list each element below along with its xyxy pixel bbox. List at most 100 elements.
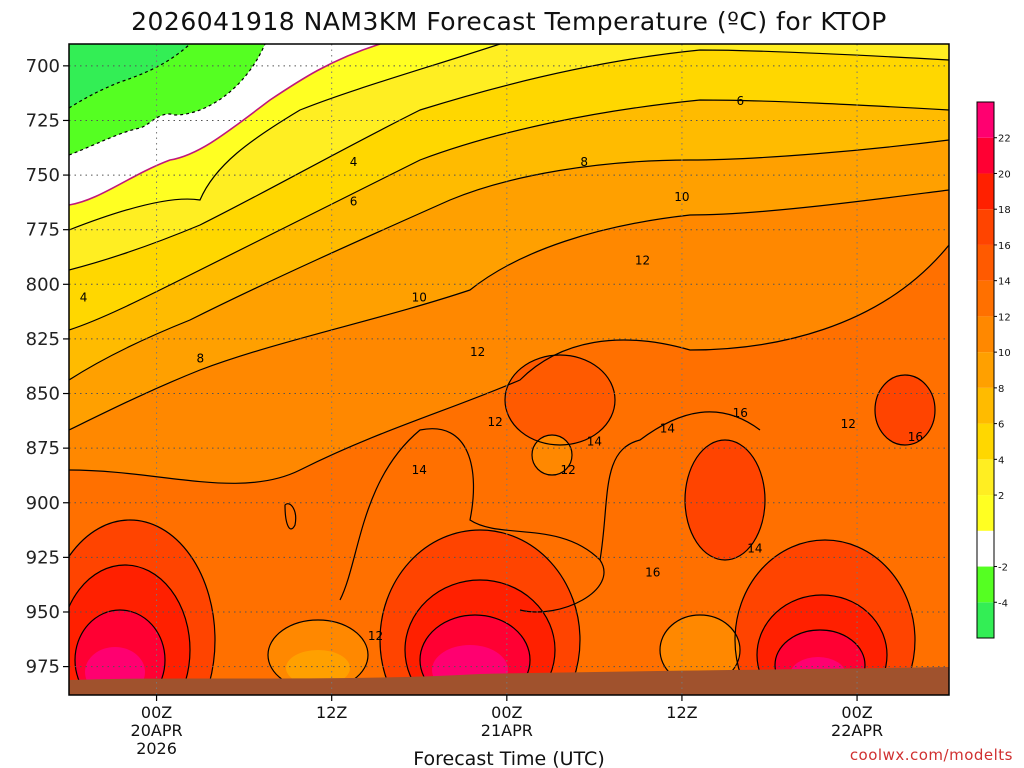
y-tick-label-825: 825: [26, 329, 60, 350]
colorbar-label-3: 4: [998, 455, 1004, 466]
colorbar-segment-5: [977, 423, 994, 460]
contour-label-5: 12: [470, 345, 485, 359]
y-tick-label-950: 950: [26, 602, 60, 623]
colorbar-segment-13: [977, 137, 994, 174]
contour-label-6: 12: [487, 415, 502, 429]
x-tick-label-1-1: 12Z: [316, 703, 347, 722]
below-ground-terrain: [69, 667, 949, 695]
colorbar-segment-6: [977, 387, 994, 424]
colorbar-segment-3: [977, 495, 994, 531]
colorbar-segment-10: [977, 244, 994, 281]
contour-18-b: [404, 579, 556, 695]
contour-6: [69, 99, 949, 331]
source-credit[interactable]: coolwx.com/modelts: [850, 746, 1013, 764]
colorbar-label-0: -4: [998, 598, 1008, 609]
y-tick-label-925: 925: [26, 547, 60, 568]
contour-2: [69, 44, 501, 231]
cool-pocket-12b: [660, 615, 740, 685]
contour-label-20: 10: [674, 190, 689, 204]
contour-label-0: 4: [80, 290, 88, 304]
contour-label-17: 12: [841, 417, 856, 431]
colorbar-frame: [976, 101, 995, 639]
y-tick-label-975: 975: [26, 657, 60, 678]
contour-label-19: 8: [580, 155, 588, 169]
contour-label-1: 4: [350, 155, 358, 169]
contour-16-c: [734, 539, 916, 695]
contour-8: [69, 139, 949, 381]
colorbar-label-1: -2: [998, 563, 1008, 574]
y-tick-label-800: 800: [26, 274, 60, 295]
contour-0: [69, 44, 381, 206]
colorbar-segment-7: [977, 352, 994, 388]
colorbar: -4 -2 2 4 6 8 10 12 14 16 18 20 22: [976, 101, 1011, 639]
contour-12: [69, 244, 949, 484]
colorbar-label-7: 12: [998, 312, 1011, 323]
contour-label-18: 6: [736, 94, 744, 108]
chart-title: 2026041918 NAM3KM Forecast Temperature (…: [131, 7, 887, 36]
x-tick-label-3-1: 12Z: [666, 703, 697, 722]
colorbar-segment-9: [977, 280, 994, 317]
y-tick-label-725: 725: [26, 110, 60, 131]
y-tick-label-850: 850: [26, 384, 60, 405]
contour-20-c: [774, 629, 866, 695]
contour-20-b: [419, 614, 531, 695]
contour-14-b: [339, 428, 605, 613]
pressure-gridlines: [69, 65, 949, 668]
colorbar-label-6: 10: [998, 348, 1011, 359]
contour-18-a: [69, 564, 191, 695]
cool-pocket-10: [286, 650, 350, 686]
colorbar-label-2: 2: [998, 491, 1004, 502]
x-tick-label-2-2: 21APR: [481, 721, 533, 740]
contour-12c-pocket: [531, 434, 573, 476]
contour-label-13: 14: [747, 542, 762, 556]
colorbar-label-11: 20: [998, 169, 1011, 180]
contour-14-mid: [504, 354, 616, 446]
x-axis-label: Forecast Time (UTC): [413, 748, 604, 768]
contour-label-11: 14: [587, 435, 602, 449]
contour-16-b: [379, 529, 581, 695]
y-axis: 700 725 750 775 800 825 850 875 900 925 950 975: [26, 56, 69, 678]
contour-16-right: [684, 439, 766, 561]
temperature-fill: [69, 44, 949, 695]
temperature-contours: [69, 44, 949, 695]
contour-20-a: [74, 609, 166, 695]
x-tick-label-4-1: 00Z: [841, 703, 872, 722]
contour-label-3: 8: [197, 352, 205, 366]
y-tick-label-700: 700: [26, 56, 60, 77]
contour-label-7: 12: [560, 463, 575, 477]
plot-frame: [68, 43, 950, 696]
contour-label-15: 16: [733, 406, 748, 420]
x-tick-label-4-2: 22APR: [831, 721, 883, 740]
contour-10: [69, 189, 949, 431]
contour-18-c: [756, 594, 888, 695]
colorbar-segment-14: [977, 102, 994, 138]
colorbar-label-8: 14: [998, 277, 1011, 288]
contour-label-12: 14: [660, 421, 675, 435]
y-tick-label-775: 775: [26, 220, 60, 241]
colorbar-segment-8: [977, 316, 994, 353]
colorbar-segment-1: [977, 566, 994, 603]
contour-neg4: [69, 44, 191, 109]
contour-labels: 4 4 6 8 10 12 12 12 12 12 14 14 14 14 16 16 16 12 6 8 10: [80, 94, 923, 643]
colorbar-label-5: 8: [998, 384, 1004, 395]
colorbar-segment-12: [977, 173, 994, 210]
colorbar-segment-4: [977, 459, 994, 496]
contour-label-14: 16: [645, 566, 660, 580]
contour-label-10: 14: [412, 463, 427, 477]
time-gridlines: [156, 44, 858, 695]
colorbar-segment-0: [977, 602, 994, 638]
colorbar-label-9: 16: [998, 241, 1011, 252]
contour-label-9: 12: [635, 253, 650, 267]
x-tick-label-0-2: 20APR: [131, 721, 183, 740]
pocket-16-right: [685, 440, 765, 560]
y-tick-label-750: 750: [26, 165, 60, 186]
pocket-14-mid: [505, 355, 615, 445]
x-tick-label-2-1: 00Z: [491, 703, 522, 722]
contour-4: [69, 49, 949, 271]
colorbar-segment-2: [977, 530, 994, 567]
contour-label-8: 12: [368, 629, 383, 643]
contour-label-16: 16: [908, 430, 923, 444]
contour-neg2: [69, 44, 266, 156]
